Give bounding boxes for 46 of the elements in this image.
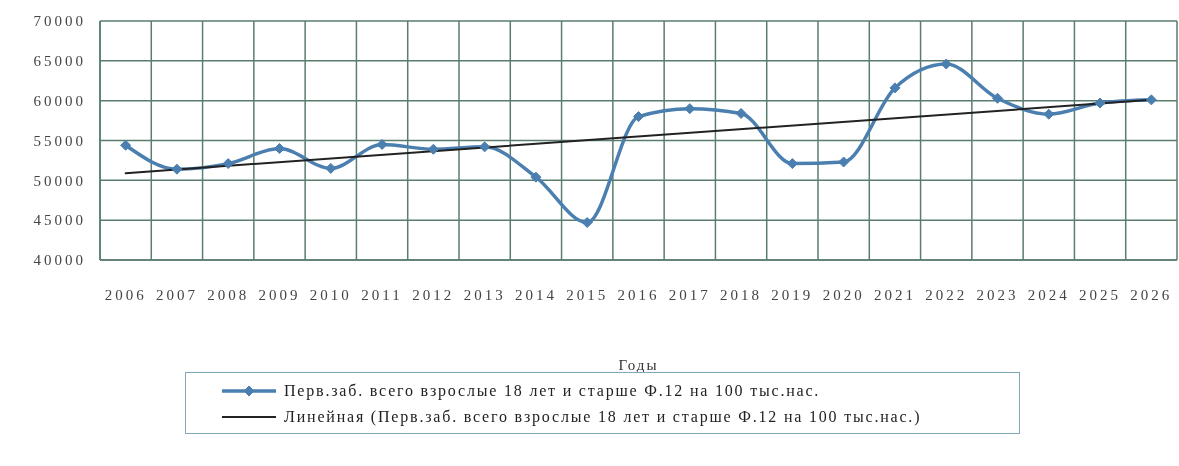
x-tick-label: 2023: [976, 286, 1019, 303]
x-tick-label: 2011: [361, 286, 403, 303]
point: [838, 156, 850, 168]
point: [1094, 97, 1106, 109]
point: [735, 107, 747, 119]
point: [222, 158, 234, 170]
x-tick-label: 2015: [566, 286, 609, 303]
x-tick-label: 2013: [463, 286, 506, 303]
point: [171, 163, 183, 175]
x-tick-label: 2009: [258, 286, 301, 303]
point: [120, 139, 132, 151]
point: [581, 217, 593, 229]
x-tick-label: 2012: [412, 286, 455, 303]
point: [274, 142, 285, 154]
x-tick-label: 2026: [1130, 286, 1173, 303]
x-tick-label: 2020: [822, 286, 865, 303]
y-tick-label: 45000: [33, 212, 86, 229]
point: [889, 82, 901, 94]
legend-label: Перв.заб. всего взрослые 18 лет и старше Ф.12 на 100 тыс.нас.: [284, 382, 821, 400]
x-tick-label: 2025: [1079, 286, 1122, 303]
y-tick-label: 50000: [33, 172, 86, 189]
x-tick-label: 2010: [309, 286, 352, 303]
y-tick-label: 65000: [33, 53, 86, 70]
point: [479, 141, 491, 153]
x-tick-label: 2022: [925, 286, 968, 303]
x-tick-label: 2008: [207, 286, 250, 303]
y-tick-label: 70000: [33, 13, 86, 30]
point: [1145, 94, 1157, 106]
point: [325, 162, 337, 174]
x-tick-label: 2014: [514, 286, 557, 303]
legend-label: Линейная (Перв.заб. всего взрослые 18 лет и старше Ф.12 на 100 тыс.нас.): [284, 408, 922, 426]
y-tick-label: 55000: [33, 132, 86, 149]
x-tick-label: 2018: [720, 286, 763, 303]
x-axis-title: Годы: [618, 357, 659, 373]
x-tick-label: 2006: [104, 286, 147, 303]
y-tick-label: 40000: [33, 252, 86, 269]
x-tick-label: 2021: [873, 286, 916, 303]
x-tick-label: 2024: [1027, 286, 1070, 303]
x-tick-label: 2016: [617, 286, 660, 303]
x-tick-label: 2017: [668, 286, 711, 303]
y-tick-label: 60000: [33, 92, 86, 109]
x-tick-label: 2019: [771, 286, 814, 303]
x-tick-label: 2007: [155, 286, 198, 303]
point: [530, 171, 542, 183]
point: [992, 92, 1003, 104]
point: [633, 111, 644, 123]
